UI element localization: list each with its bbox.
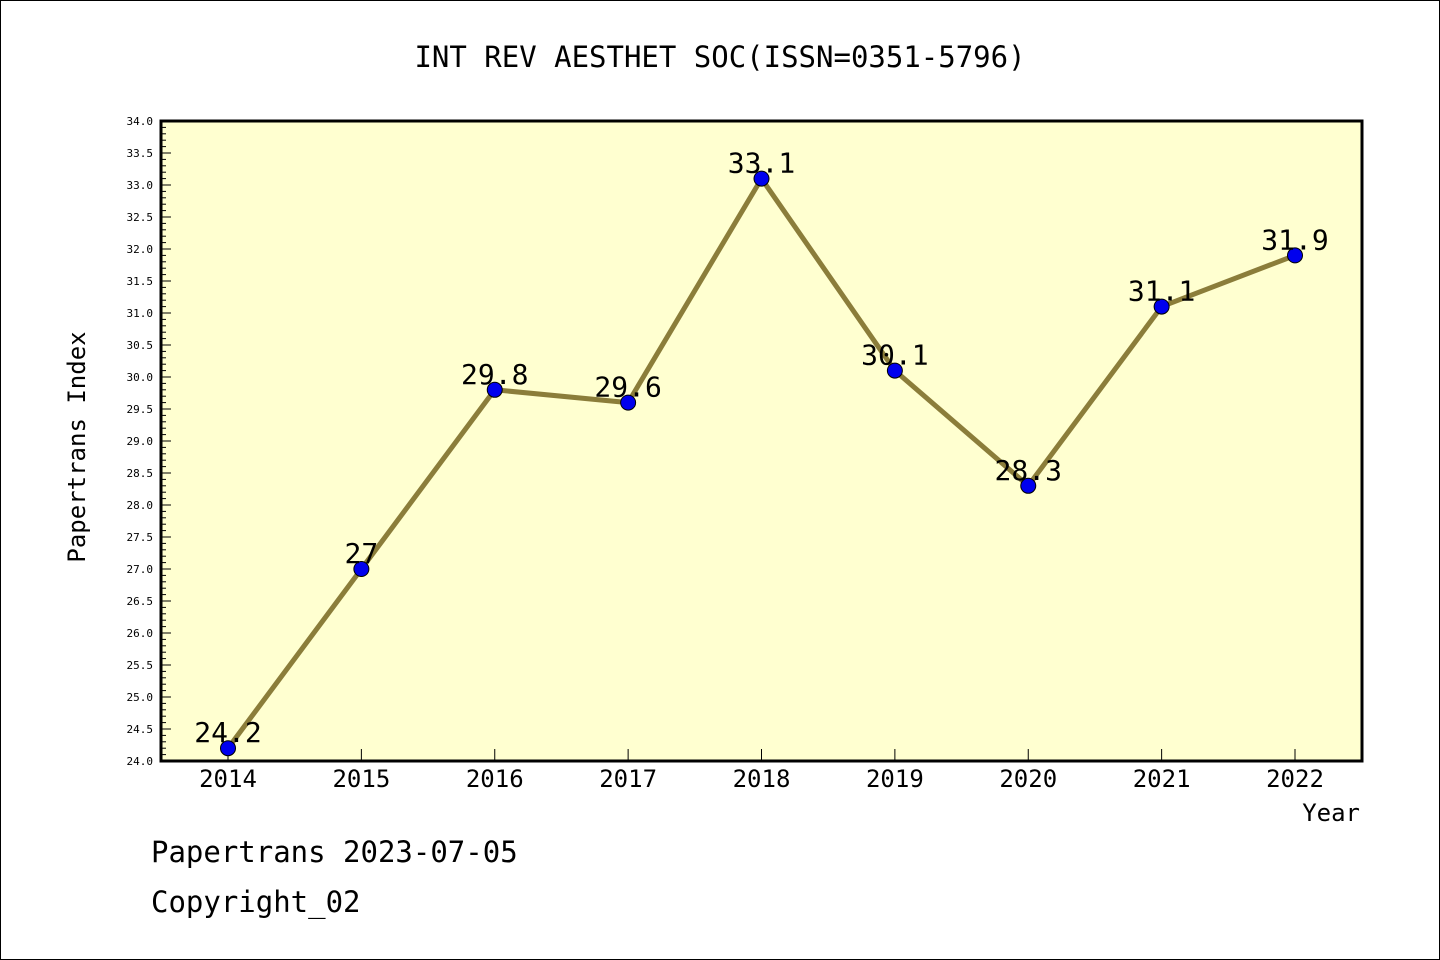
y-tick-label: 27.5 xyxy=(127,531,154,544)
data-label: 29.8 xyxy=(461,358,528,391)
y-tick-label: 28.0 xyxy=(127,499,154,512)
x-axis-label: Year xyxy=(1302,799,1360,827)
data-point xyxy=(886,362,903,379)
chart-title: INT REV AESTHET SOC(ISSN=0351-5796) xyxy=(414,40,1025,74)
data-label: 31.1 xyxy=(1128,275,1195,308)
footer-date: Papertrans 2023-07-05 xyxy=(151,835,518,869)
plot-area xyxy=(161,121,1362,761)
x-tick-label: 2020 xyxy=(999,765,1057,793)
y-tick-label: 32.5 xyxy=(127,211,154,224)
y-tick-label: 31.5 xyxy=(127,275,154,288)
data-point xyxy=(486,381,503,398)
y-tick-label: 24.5 xyxy=(127,723,154,736)
y-tick-label: 33.5 xyxy=(127,147,154,160)
y-tick-label: 25.5 xyxy=(127,659,154,672)
x-tick-label: 2022 xyxy=(1266,765,1324,793)
y-tick-label: 27.0 xyxy=(127,563,154,576)
y-tick-label: 26.0 xyxy=(127,627,154,640)
x-tick-label: 2019 xyxy=(866,765,924,793)
data-point xyxy=(353,561,370,577)
data-label: 24.2 xyxy=(194,716,261,749)
data-label: 31.9 xyxy=(1261,223,1328,256)
data-label: 27 xyxy=(345,537,379,570)
y-tick-label: 29.0 xyxy=(127,435,154,448)
x-tick-label: 2015 xyxy=(332,765,390,793)
y-tick-label: 30.0 xyxy=(127,371,154,384)
plot-border xyxy=(159,119,1364,763)
data-point xyxy=(1287,247,1303,264)
y-tick-label: 33.0 xyxy=(127,179,154,192)
data-label: 29.6 xyxy=(594,371,661,404)
footer-copyright: Copyright_02 xyxy=(151,885,361,919)
y-tick-label: 26.5 xyxy=(127,595,154,608)
x-tick-label: 2018 xyxy=(733,765,791,793)
y-tick-label: 25.0 xyxy=(127,691,154,704)
series-line-group xyxy=(220,170,1303,757)
y-axis-label: Papertrans Index xyxy=(63,331,91,562)
data-label: 33.1 xyxy=(728,147,795,180)
data-point xyxy=(620,394,637,411)
y-tick-label: 28.5 xyxy=(127,467,154,480)
x-tick-label: 2017 xyxy=(599,765,657,793)
x-tick-label: 2014 xyxy=(199,765,257,793)
y-tick-label: 30.5 xyxy=(127,339,154,352)
y-tick-label: 24.0 xyxy=(127,755,154,768)
data-point xyxy=(1020,477,1037,494)
data-point xyxy=(220,740,236,757)
data-label: 28.3 xyxy=(995,454,1062,487)
y-tick-label: 34.0 xyxy=(127,115,154,128)
data-point xyxy=(753,170,770,187)
axis-ticks: 24.0 24.5 25.0 25.5 26.0 26.5 27.0 27.5 28.0 28.5… xyxy=(127,115,1324,793)
y-tick-label: 31.0 xyxy=(127,307,154,320)
data-label: 30.1 xyxy=(861,339,928,372)
y-tick-label: 32.0 xyxy=(127,243,154,256)
y-tick-label: 29.5 xyxy=(127,403,154,416)
x-tick-label: 2021 xyxy=(1133,765,1191,793)
data-label-group: 24.2 27 29.8 29.6 33.1 30.1 28.3 31.1 31.9 xyxy=(194,147,1328,750)
x-tick-label: 2016 xyxy=(466,765,524,793)
data-point xyxy=(1153,298,1170,315)
